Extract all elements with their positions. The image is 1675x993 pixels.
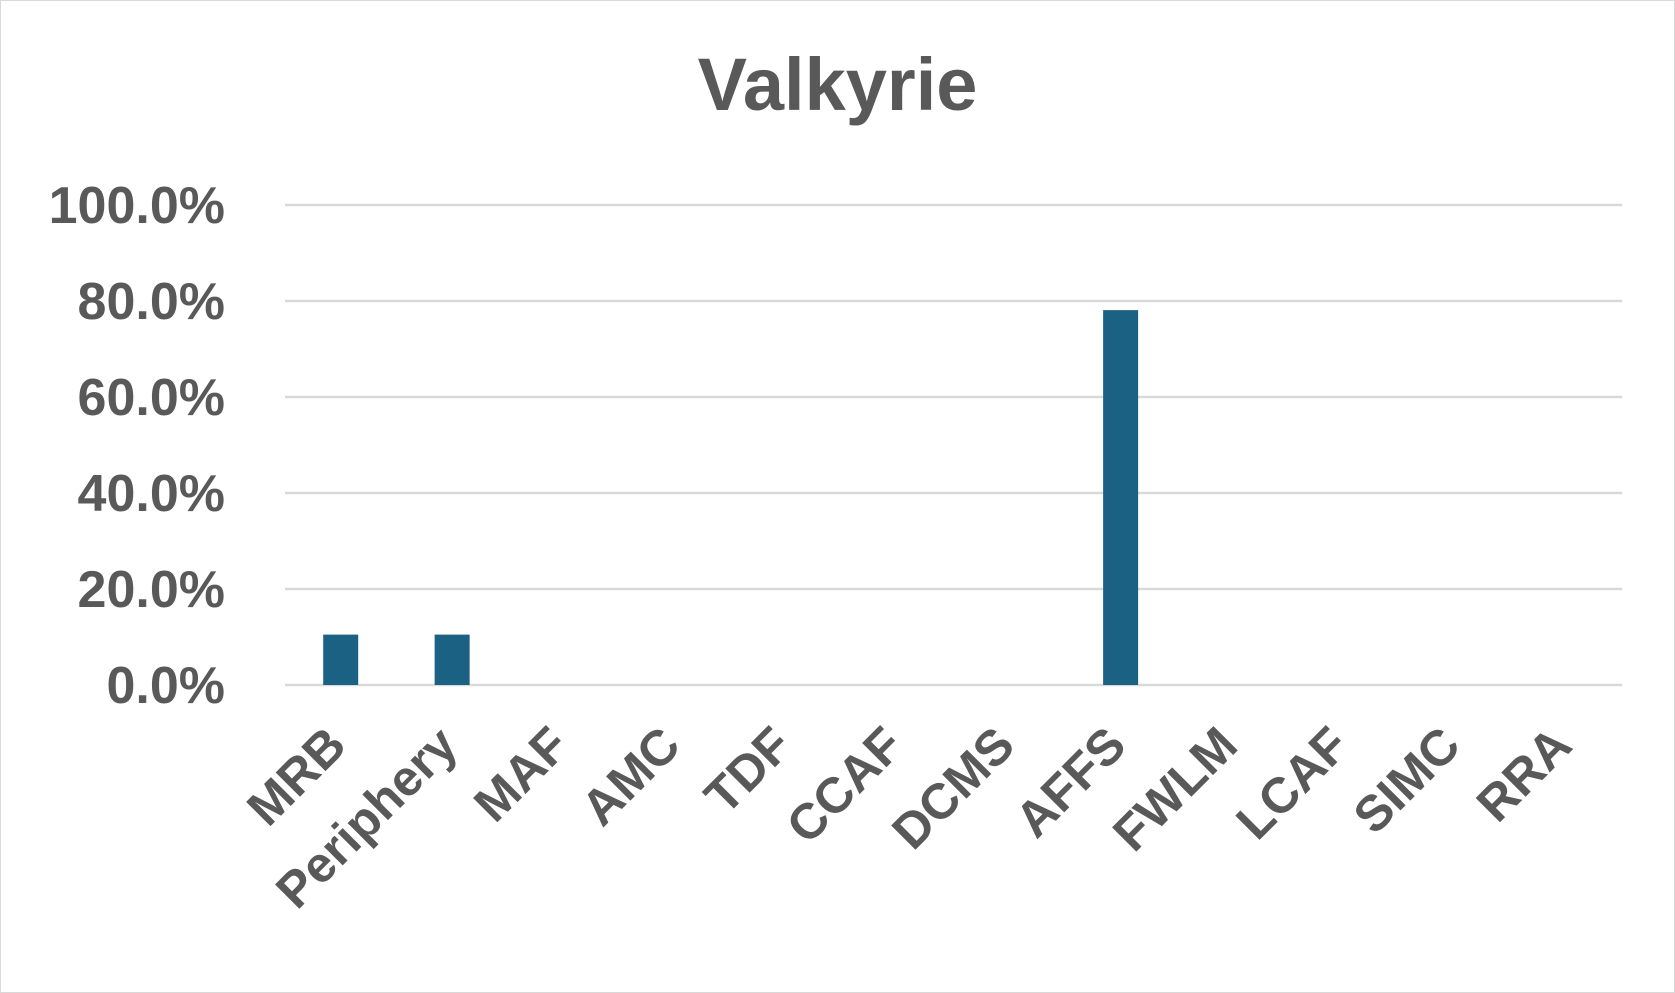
y-tick-label: 80.0%	[78, 273, 225, 331]
y-tick-label: 0.0%	[106, 657, 225, 715]
bar-affs	[1103, 310, 1139, 685]
y-tick-label: 100.0%	[49, 177, 225, 235]
gridlines	[285, 203, 1622, 687]
bar-periphery	[434, 634, 470, 685]
x-tick-label: RRA	[1466, 716, 1582, 832]
bar-mrb	[323, 634, 359, 685]
y-axis-ticks: 0.0% 20.0% 40.0% 60.0% 80.0% 100.0%	[49, 177, 225, 715]
x-tick-label: FWLM	[1102, 716, 1248, 862]
x-tick-label: CCAF	[776, 716, 914, 854]
x-tick-label: MAF	[463, 716, 579, 832]
y-tick-label: 60.0%	[78, 369, 225, 427]
chart-title: Valkyrie	[697, 43, 978, 126]
x-tick-label: AMC	[571, 716, 691, 836]
y-tick-label: 20.0%	[78, 561, 225, 619]
bars	[323, 310, 1139, 685]
x-tick-label: SIMC	[1343, 716, 1471, 844]
y-tick-label: 40.0%	[78, 465, 225, 523]
x-tick-label: LCAF	[1225, 716, 1359, 850]
x-tick-label: DCMS	[881, 716, 1025, 860]
